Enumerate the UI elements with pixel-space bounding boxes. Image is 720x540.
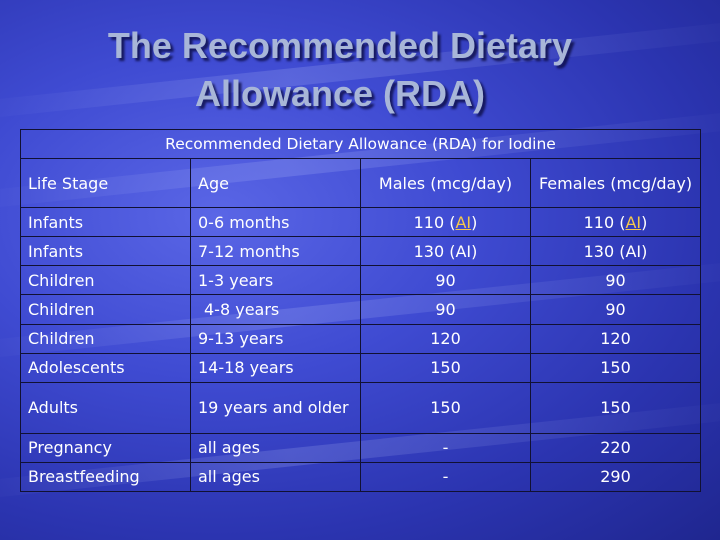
cell-males: 120: [360, 323, 531, 354]
cell-males: 90: [360, 265, 531, 296]
cell-males-value: 110: [413, 212, 445, 232]
slide-title: The Recommended Dietary Allowance (RDA): [0, 22, 720, 118]
cell-males: 150: [360, 352, 531, 383]
cell-life-stage: Breastfeeding: [20, 461, 191, 493]
cell-life-stage: Infants: [20, 236, 191, 267]
header-age: Age: [190, 158, 361, 209]
cell-age: 9-13 years: [190, 323, 361, 354]
cell-males: 130 (AI): [360, 236, 531, 267]
cell-females: 90: [530, 265, 701, 296]
cell-females: 150: [530, 352, 701, 383]
table-row: Children 9-13 years 120 120: [20, 323, 701, 354]
ai-link[interactable]: AI: [455, 212, 472, 232]
cell-age: all ages: [190, 432, 361, 463]
cell-life-stage: Children: [20, 323, 191, 354]
cell-life-stage: Pregnancy: [20, 432, 191, 463]
cell-females: 110 (AI): [530, 207, 701, 238]
ai-link[interactable]: AI: [625, 212, 642, 232]
cell-males: -: [360, 461, 531, 493]
cell-females: 130 (AI): [530, 236, 701, 267]
header-males: Males (mcg/day): [360, 158, 531, 209]
table-row: Breastfeeding all ages - 290: [20, 461, 701, 493]
slide-title-line2: Allowance (RDA): [194, 73, 486, 114]
cell-age: 1-3 years: [190, 265, 361, 296]
header-females: Females (mcg/day): [530, 158, 701, 209]
table-row: Infants 0-6 months 110 (AI) 110 (AI): [20, 207, 701, 238]
table-row: Infants 7-12 months 130 (AI) 130 (AI): [20, 236, 701, 267]
cell-males: 150: [360, 381, 531, 434]
cell-males: 90: [360, 294, 531, 325]
table-row: Children 1-3 years 90 90: [20, 265, 701, 296]
table-row: Children 4-8 years 90 90: [20, 294, 701, 325]
cell-males: -: [360, 432, 531, 463]
cell-males: 110 (AI): [360, 207, 531, 238]
cell-age: all ages: [190, 461, 361, 493]
cell-life-stage: Infants: [20, 207, 191, 238]
cell-life-stage: Adolescents: [20, 352, 191, 383]
cell-females: 90: [530, 294, 701, 325]
rda-iodine-table: Recommended Dietary Allowance (RDA) for …: [20, 128, 701, 493]
cell-females: 150: [530, 381, 701, 434]
table-row: Pregnancy all ages - 220: [20, 432, 701, 463]
cell-females: 220: [530, 432, 701, 463]
cell-life-stage: Children: [20, 265, 191, 296]
cell-life-stage: Children: [20, 294, 191, 325]
slide-title-line1: The Recommended Dietary: [107, 25, 573, 66]
cell-life-stage: Adults: [20, 381, 191, 434]
cell-age: 0-6 months: [190, 207, 361, 238]
table-caption: Recommended Dietary Allowance (RDA) for …: [20, 128, 701, 160]
cell-age: 4-8 years: [190, 294, 361, 325]
table-row: Adolescents 14-18 years 150 150: [20, 352, 701, 383]
table-row: Adults 19 years and older 150 150: [20, 381, 701, 434]
cell-age: 7-12 months: [190, 236, 361, 267]
cell-females: 120: [530, 323, 701, 354]
header-life-stage: Life Stage: [20, 158, 191, 209]
cell-females: 290: [530, 461, 701, 493]
cell-age: 19 years and older: [190, 381, 361, 434]
cell-females-value: 110: [583, 212, 615, 232]
cell-age: 14-18 years: [190, 352, 361, 383]
